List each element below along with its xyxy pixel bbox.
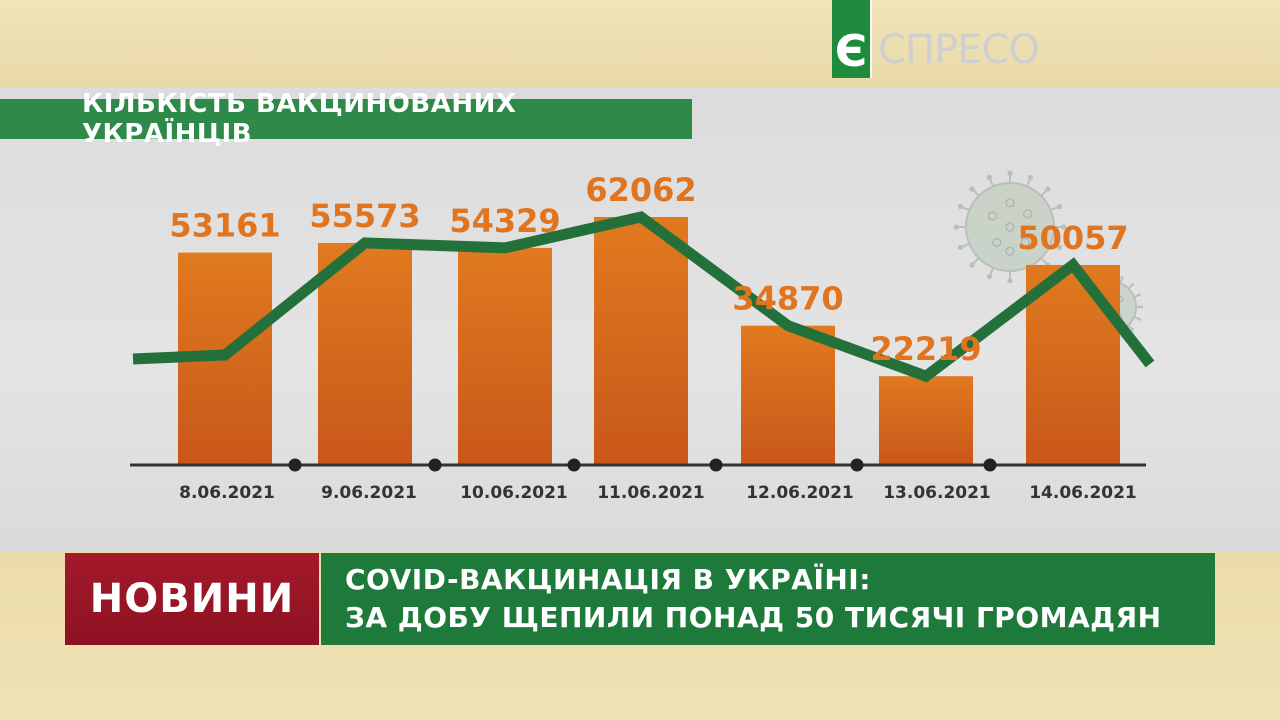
channel-logo: Є СПРЕСО [832,0,1040,78]
axis-dot [567,458,581,472]
data-label: 53161 [169,207,280,245]
axis-dot [709,458,723,472]
axis-dot [428,458,442,472]
logo-letter: Є [834,26,868,77]
axis-dot [983,458,997,472]
bar [879,376,973,465]
axis-dot [288,458,302,472]
bar [741,325,835,465]
chart-title-bar: КІЛЬКІСТЬ ВАКЦИНОВАНИХ УКРАЇНЦІВ [0,89,692,149]
x-tick-label: 10.06.2021 [460,483,568,503]
headline-line-1: COVID-ВАКЦИНАЦІЯ В УКРАЇНІ: [345,563,871,596]
top-band [0,0,1280,88]
data-label: 50057 [1017,219,1128,257]
data-label: 62062 [585,171,696,209]
news-badge-label: НОВИНИ [89,576,295,622]
data-label: 34870 [732,280,843,318]
x-tick-label: 12.06.2021 [746,483,854,503]
x-tick-label: 14.06.2021 [1029,483,1137,503]
x-tick-label: 11.06.2021 [597,483,705,503]
news-headline: COVID-ВАКЦИНАЦІЯ В УКРАЇНІ: ЗА ДОБУ ЩЕПИ… [321,553,1215,645]
data-label: 22219 [870,330,981,368]
data-label: 55573 [309,197,420,235]
bar [594,217,688,465]
x-tick-label: 8.06.2021 [179,483,275,503]
logo-box: Є [832,0,872,78]
x-tick-label: 13.06.2021 [883,483,991,503]
bar [318,242,412,465]
logo-text: СПРЕСО [878,27,1040,73]
chart-title: КІЛЬКІСТЬ ВАКЦИНОВАНИХ УКРАЇНЦІВ [82,89,517,149]
news-badge: НОВИНИ [65,553,319,645]
bar [458,247,552,465]
data-label: 54329 [449,202,560,240]
headline-line-2: ЗА ДОБУ ЩЕПИЛИ ПОНАД 50 ТИСЯЧІ ГРОМАДЯН [345,601,1162,634]
trend-line [132,211,1155,383]
axis-dot [850,458,864,472]
x-tick-label: 9.06.2021 [321,483,417,503]
